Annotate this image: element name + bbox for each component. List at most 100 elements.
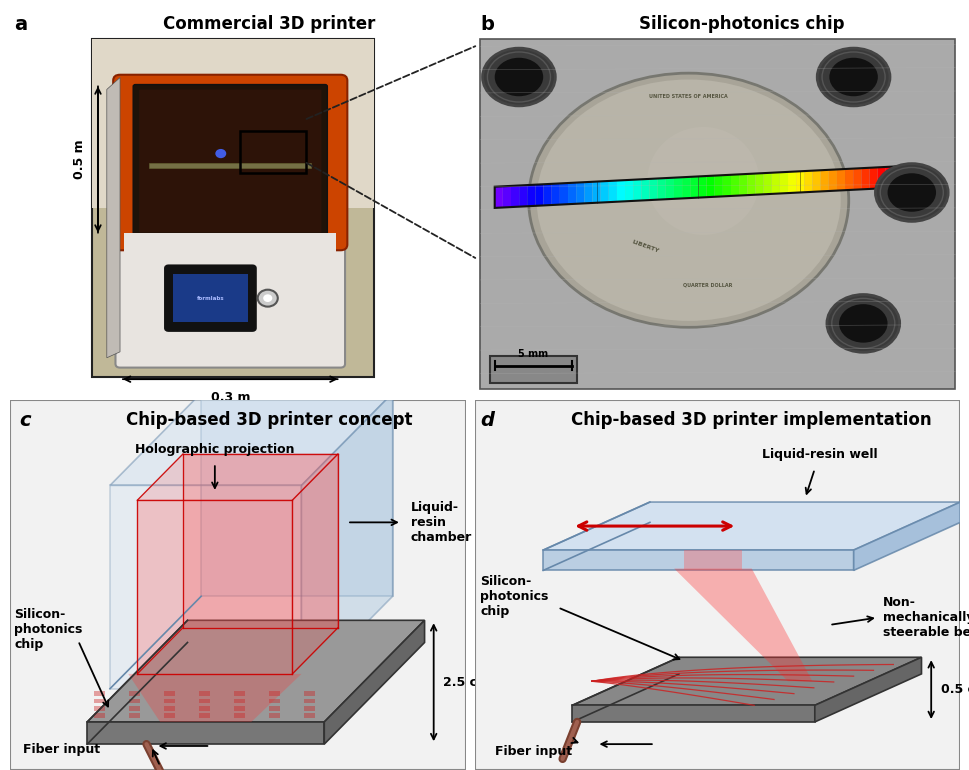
Text: Fiber input: Fiber input [23, 743, 101, 756]
Polygon shape [665, 178, 673, 199]
Text: Fiber input: Fiber input [494, 745, 572, 758]
Polygon shape [583, 182, 592, 203]
Bar [149, 162, 311, 169]
Polygon shape [673, 177, 681, 199]
Polygon shape [87, 722, 324, 744]
FancyBboxPatch shape [139, 89, 321, 233]
Polygon shape [641, 179, 649, 200]
Polygon shape [763, 172, 771, 194]
Circle shape [215, 149, 226, 158]
Bar [234, 714, 245, 718]
Polygon shape [494, 186, 502, 208]
Text: Silicon-photonics chip: Silicon-photonics chip [639, 15, 844, 33]
Polygon shape [746, 173, 755, 195]
Text: LIBERTY: LIBERTY [630, 239, 659, 253]
Bar [124, 233, 335, 358]
Polygon shape [559, 183, 568, 205]
Circle shape [536, 79, 840, 321]
Circle shape [887, 173, 935, 212]
Polygon shape [673, 568, 811, 681]
Polygon shape [812, 170, 820, 192]
Polygon shape [511, 186, 518, 207]
Polygon shape [183, 454, 337, 628]
Text: 2.5 cm: 2.5 cm [442, 676, 489, 688]
Circle shape [826, 294, 899, 353]
Text: d: d [480, 411, 493, 430]
Bar [303, 698, 315, 704]
Polygon shape [109, 393, 392, 485]
Circle shape [528, 73, 848, 327]
Circle shape [828, 58, 877, 96]
Polygon shape [853, 502, 959, 571]
Bar [164, 698, 175, 704]
Ellipse shape [646, 127, 759, 235]
Polygon shape [681, 177, 690, 199]
Polygon shape [543, 502, 959, 550]
Bar [234, 691, 245, 696]
Polygon shape [868, 167, 877, 189]
Polygon shape [690, 176, 698, 198]
Bar [94, 698, 106, 704]
Polygon shape [201, 393, 392, 596]
Text: formlabs: formlabs [197, 296, 224, 300]
Polygon shape [633, 179, 641, 201]
Polygon shape [324, 621, 424, 744]
Bar [268, 714, 280, 718]
Bar [92, 38, 374, 377]
Polygon shape [885, 166, 893, 188]
Circle shape [263, 294, 272, 302]
Polygon shape [755, 173, 763, 195]
Polygon shape [814, 658, 921, 722]
Bar [129, 714, 141, 718]
Text: Commercial 3D printer: Commercial 3D printer [163, 15, 375, 33]
FancyBboxPatch shape [115, 235, 345, 367]
Bar [268, 698, 280, 704]
Polygon shape [543, 184, 551, 206]
Bar [94, 706, 106, 711]
Polygon shape [877, 167, 885, 189]
Polygon shape [551, 183, 559, 205]
Polygon shape [527, 185, 535, 206]
Polygon shape [543, 550, 853, 571]
Bar [164, 691, 175, 696]
Bar [199, 698, 210, 704]
Polygon shape [301, 393, 392, 688]
Bar [268, 691, 280, 696]
Text: 0.5 cm: 0.5 cm [940, 683, 969, 696]
FancyBboxPatch shape [113, 75, 347, 250]
FancyBboxPatch shape [165, 265, 256, 331]
Text: Liquid-
resin
chamber: Liquid- resin chamber [411, 500, 472, 544]
Polygon shape [107, 78, 120, 358]
Text: Non-
mechanically-
steerable beam: Non- mechanically- steerable beam [882, 596, 969, 639]
FancyBboxPatch shape [489, 356, 577, 383]
Polygon shape [828, 169, 836, 191]
Bar [94, 691, 106, 696]
Polygon shape [738, 174, 746, 196]
Circle shape [258, 290, 277, 306]
Bar [303, 714, 315, 718]
Polygon shape [87, 621, 424, 722]
Text: b: b [480, 15, 493, 35]
Polygon shape [796, 171, 803, 192]
Text: 0.5 m: 0.5 m [74, 139, 86, 179]
Polygon shape [683, 550, 741, 571]
Bar [199, 706, 210, 711]
Text: a: a [15, 15, 27, 35]
Circle shape [816, 48, 890, 105]
Circle shape [838, 304, 887, 343]
Polygon shape [731, 174, 738, 196]
Polygon shape [109, 485, 301, 688]
Bar [129, 698, 141, 704]
Text: Liquid-resin well: Liquid-resin well [761, 448, 877, 461]
Polygon shape [771, 172, 779, 194]
FancyBboxPatch shape [133, 85, 327, 237]
Polygon shape [128, 674, 301, 722]
Bar [94, 714, 106, 718]
Polygon shape [600, 181, 609, 203]
Bar [199, 691, 210, 696]
Polygon shape [657, 178, 665, 199]
Bar [303, 706, 315, 711]
Polygon shape [572, 658, 921, 705]
Text: Silicon-
photonics
chip: Silicon- photonics chip [15, 608, 82, 651]
Bar [172, 274, 248, 322]
